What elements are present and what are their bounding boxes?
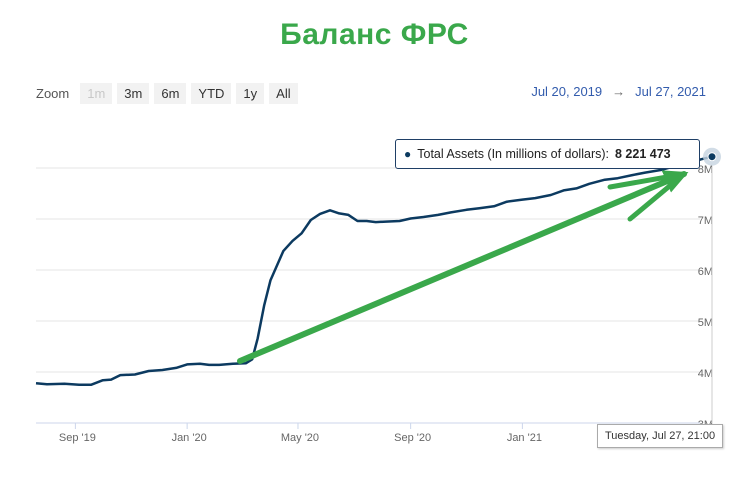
y-tick-label: 6M xyxy=(698,266,713,278)
zoom-ytd-button[interactable]: YTD xyxy=(191,82,232,104)
x-tick-label: Jan '21 xyxy=(507,432,542,444)
zoom-1m-button[interactable]: 1m xyxy=(80,82,113,104)
zoom-3m-button[interactable]: 3m xyxy=(117,82,150,104)
tooltip-value: 8 221 473 xyxy=(615,147,671,161)
zoom-bar: Zoom 1m 3m 6m YTD 1y All xyxy=(36,82,298,104)
tooltip: ● Total Assets (In millions of dollars):… xyxy=(395,139,700,169)
range-from[interactable]: Jul 20, 2019 xyxy=(531,84,603,99)
series-dot-icon: ● xyxy=(404,147,412,161)
zoom-1y-button[interactable]: 1y xyxy=(236,82,265,104)
arrow-main xyxy=(237,170,689,364)
x-tick-label: Jan '20 xyxy=(172,432,207,444)
range-to[interactable]: Jul 27, 2021 xyxy=(635,84,706,99)
tooltip-series-label: Total Assets (In millions of dollars): xyxy=(417,147,609,161)
x-tick-label: May '20 xyxy=(281,432,319,444)
zoom-all-button[interactable]: All xyxy=(269,82,298,104)
y-tick-label: 8M xyxy=(698,164,713,176)
zoom-6m-button[interactable]: 6m xyxy=(154,82,187,104)
hover-point xyxy=(707,152,717,162)
x-tick-label: Sep '20 xyxy=(394,432,431,444)
series-line xyxy=(35,155,713,387)
date-range: Jul 20, 2019 → Jul 27, 2021 xyxy=(531,84,706,99)
crosshair-date-label: Tuesday, Jul 27, 21:00 xyxy=(597,424,724,448)
arrow-stroke-2 xyxy=(627,171,687,222)
y-tick-label: 7M xyxy=(698,215,713,227)
chart-title: Баланс ФРС xyxy=(280,18,469,51)
range-arrow: → xyxy=(612,84,626,99)
y-tick-label: 4M xyxy=(698,368,713,380)
zoom-label: Zoom xyxy=(36,85,70,101)
arrow-stroke-1 xyxy=(607,171,687,190)
y-tick-label: 5M xyxy=(698,317,713,329)
x-tick-label: Sep '19 xyxy=(59,432,96,444)
